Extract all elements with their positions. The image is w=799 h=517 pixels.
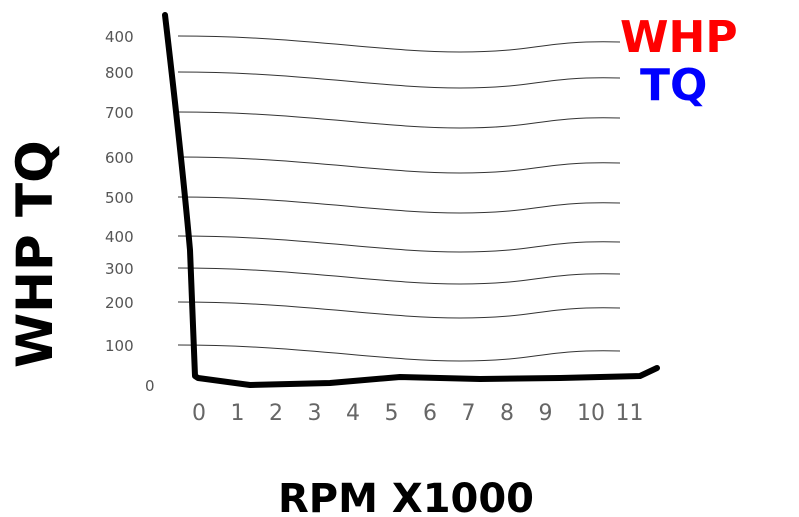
y-tick-label: 700	[105, 104, 134, 122]
y-tick-label: 800	[105, 64, 134, 82]
x-axis-label: RPM X1000	[278, 476, 534, 517]
x-tick-label: 3	[308, 401, 322, 426]
y-tick-label: 0	[145, 377, 155, 395]
y-axis-ticks: 400 800 700 600 500 400 300 200 100 0	[105, 28, 155, 395]
gridline	[177, 344, 621, 362]
y-tick-label: 400	[105, 28, 134, 46]
gridline	[177, 35, 621, 53]
y-axis-label: WHP TQ	[6, 140, 64, 368]
y-tick-label: 600	[105, 149, 134, 167]
x-tick-label: 5	[385, 401, 399, 426]
x-axis-ticks: 0 1 2 3 4 5 6 7 8 9 10 11	[192, 401, 644, 426]
gridline	[177, 111, 621, 129]
x-tick-label: 4	[346, 401, 360, 426]
gridline	[177, 71, 621, 89]
x-tick-label: 1	[231, 401, 245, 426]
x-tick-label: 2	[269, 401, 283, 426]
y-tick-label: 500	[105, 189, 134, 207]
y-tick-label: 100	[105, 337, 134, 355]
axes-line	[162, 12, 660, 388]
gridlines	[177, 35, 621, 362]
y-tick-label: 300	[105, 260, 134, 278]
gridline	[177, 156, 621, 174]
gridline	[177, 196, 621, 214]
x-tick-label: 8	[500, 401, 514, 426]
x-tick-label: 10	[577, 401, 605, 426]
legend-whp: WHP	[620, 12, 738, 63]
x-tick-label: 0	[192, 401, 206, 426]
gridline	[177, 267, 621, 285]
y-tick-label: 200	[105, 294, 134, 312]
y-tick-label: 400	[105, 228, 134, 246]
gridline	[177, 301, 621, 319]
legend-tq: TQ	[640, 60, 707, 111]
x-tick-label: 7	[462, 401, 476, 426]
x-tick-label: 9	[539, 401, 553, 426]
x-tick-label: 11	[616, 401, 644, 426]
x-tick-label: 6	[423, 401, 437, 426]
gridline	[177, 235, 621, 253]
